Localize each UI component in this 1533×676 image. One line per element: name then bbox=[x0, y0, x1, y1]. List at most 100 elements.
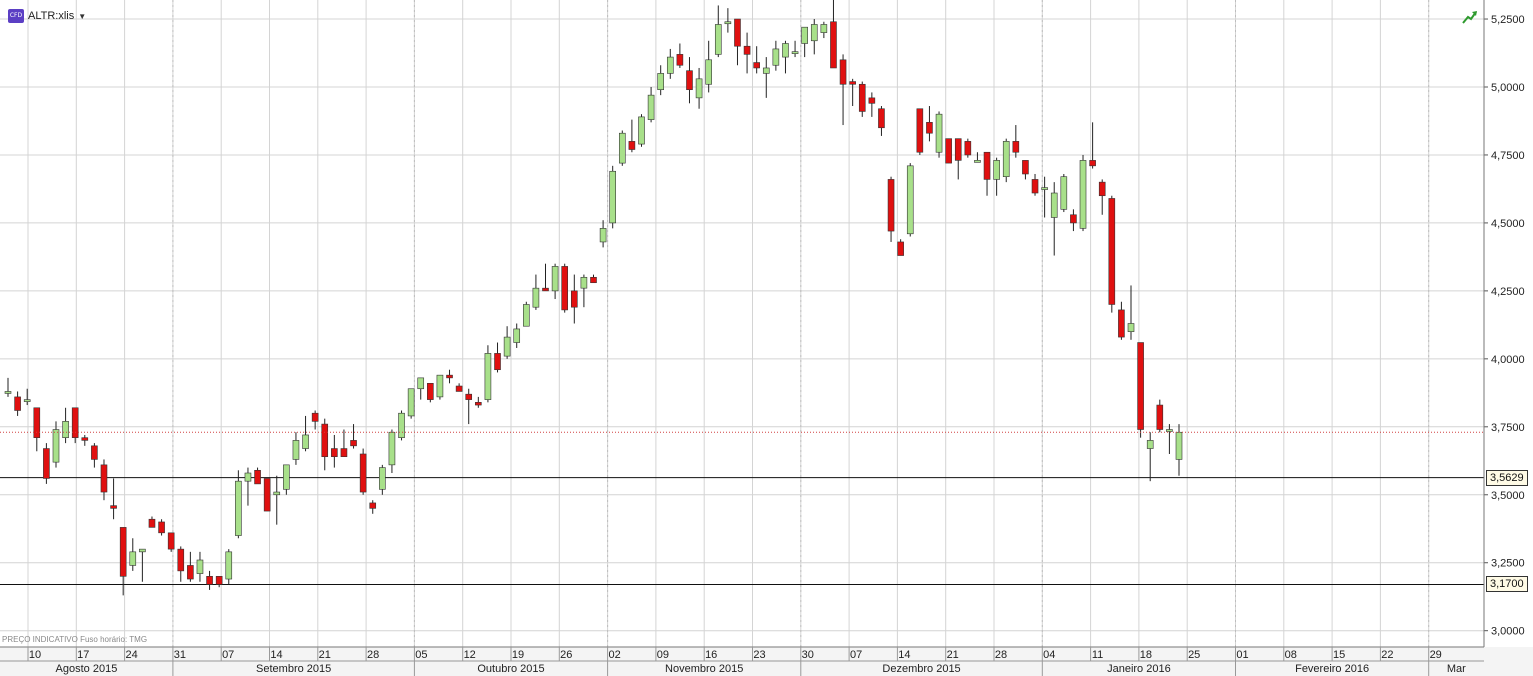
candle-body-up bbox=[1060, 176, 1068, 210]
candle-body-down bbox=[1098, 181, 1106, 197]
candle-body-down bbox=[187, 565, 194, 580]
candle-body-up bbox=[791, 51, 799, 54]
candle bbox=[571, 274, 578, 324]
candle-body-up bbox=[695, 78, 703, 99]
candle bbox=[455, 383, 463, 392]
candle-body-down bbox=[849, 81, 856, 85]
symbol-label[interactable]: ALTR:xlis bbox=[28, 10, 75, 22]
x-tick-label: 07 bbox=[222, 649, 234, 661]
candle-body-up bbox=[235, 480, 242, 536]
candle-body-down bbox=[561, 266, 569, 311]
x-tick-label: 14 bbox=[270, 649, 282, 661]
candle-body-down bbox=[14, 396, 21, 411]
candle bbox=[263, 478, 271, 512]
chart-footnote: PREÇO INDICATIVO Fuso horário: TMG bbox=[2, 635, 148, 644]
candle bbox=[1127, 285, 1135, 340]
candle bbox=[743, 32, 751, 74]
candle bbox=[618, 130, 626, 166]
candle bbox=[215, 576, 223, 588]
candle-body-down bbox=[1070, 214, 1077, 224]
candle-body-down bbox=[954, 138, 962, 161]
candle bbox=[1146, 432, 1154, 482]
candle bbox=[359, 448, 367, 495]
candle-body-up bbox=[705, 59, 712, 85]
candle bbox=[43, 443, 50, 484]
trend-up-icon[interactable] bbox=[1462, 10, 1478, 24]
candle bbox=[762, 57, 770, 98]
candle-body-down bbox=[455, 385, 463, 392]
candle-body-down bbox=[494, 353, 501, 371]
candle bbox=[954, 138, 962, 180]
candle-body-down bbox=[983, 151, 991, 180]
candle-body-up bbox=[407, 388, 415, 417]
candle-body-down bbox=[331, 448, 338, 458]
candle-body-down bbox=[1156, 404, 1164, 430]
candle bbox=[417, 377, 425, 400]
candle-body-down bbox=[945, 138, 952, 164]
candle-body-up bbox=[523, 304, 530, 327]
candle-body-down bbox=[119, 527, 127, 577]
candles bbox=[4, 0, 1183, 596]
horizontal-line-label-upper: 3,5629 bbox=[1486, 469, 1528, 486]
candle-body-up bbox=[638, 116, 645, 145]
candle-body-down bbox=[350, 440, 357, 447]
candle bbox=[830, 0, 837, 69]
candle-body-down bbox=[215, 576, 223, 585]
candle-body-down bbox=[311, 412, 319, 422]
chevron-down-icon[interactable]: ▼ bbox=[78, 11, 87, 21]
y-tick-label: 3,7500 bbox=[1491, 422, 1525, 434]
candle bbox=[542, 263, 549, 292]
candle-body-down bbox=[1108, 198, 1116, 305]
candle bbox=[52, 421, 60, 468]
candle-body-down bbox=[446, 374, 453, 379]
candle-body-up bbox=[23, 399, 31, 402]
candle-body-up bbox=[62, 421, 69, 438]
candle-body-down bbox=[1118, 309, 1125, 338]
cfd-icon: CFD bbox=[8, 9, 24, 23]
candle-body-down bbox=[254, 469, 261, 485]
candle-body-up bbox=[906, 165, 914, 235]
candle bbox=[158, 519, 165, 536]
candle bbox=[878, 106, 885, 136]
candle-body-up bbox=[993, 160, 1000, 180]
chart-header[interactable]: CFD ALTR:xlis ▼ bbox=[8, 8, 86, 24]
candle-body-up bbox=[398, 412, 405, 438]
candle bbox=[1022, 160, 1029, 180]
candle-body-down bbox=[590, 276, 597, 284]
x-axis: 10 17 24 31 07 14 21 28 05 12 19 26 02 09 16 23 30 07 14 21… bbox=[0, 646, 1533, 676]
candle bbox=[177, 546, 185, 582]
x-tick-label: 18 bbox=[1140, 649, 1152, 661]
candle bbox=[292, 432, 300, 465]
candle-body-up bbox=[1050, 192, 1058, 218]
candle-body-down bbox=[206, 576, 213, 585]
candle bbox=[906, 163, 914, 237]
candle bbox=[983, 151, 991, 196]
candle-body-down bbox=[71, 407, 79, 438]
candle-body-up bbox=[139, 548, 146, 553]
y-tick-label: 3,0000 bbox=[1491, 626, 1525, 638]
x-tick-label: 16 bbox=[705, 649, 717, 661]
candle-body-up bbox=[513, 328, 521, 343]
candle-body-up bbox=[935, 113, 943, 153]
candle-body-up bbox=[599, 228, 607, 243]
x-tick-label: 31 bbox=[174, 649, 186, 661]
candle bbox=[71, 407, 79, 444]
candle-body-up bbox=[484, 353, 492, 400]
candle bbox=[935, 111, 943, 158]
candle bbox=[974, 152, 981, 163]
candle-body-up bbox=[52, 429, 60, 463]
candle-body-down bbox=[110, 505, 117, 509]
candle bbox=[369, 500, 377, 514]
candle-body-up bbox=[129, 551, 137, 566]
candle-body-down bbox=[91, 445, 98, 460]
x-tick-label: 29 bbox=[1430, 649, 1442, 661]
y-tick-label: 5,0000 bbox=[1491, 82, 1525, 94]
candle bbox=[1098, 179, 1106, 215]
candle-body-down bbox=[868, 97, 876, 104]
candle-body-down bbox=[897, 241, 904, 256]
candle bbox=[388, 429, 396, 474]
candle-body-up bbox=[1002, 141, 1010, 178]
candle-body-up bbox=[292, 440, 300, 460]
x-tick-label: 05 bbox=[415, 649, 427, 661]
